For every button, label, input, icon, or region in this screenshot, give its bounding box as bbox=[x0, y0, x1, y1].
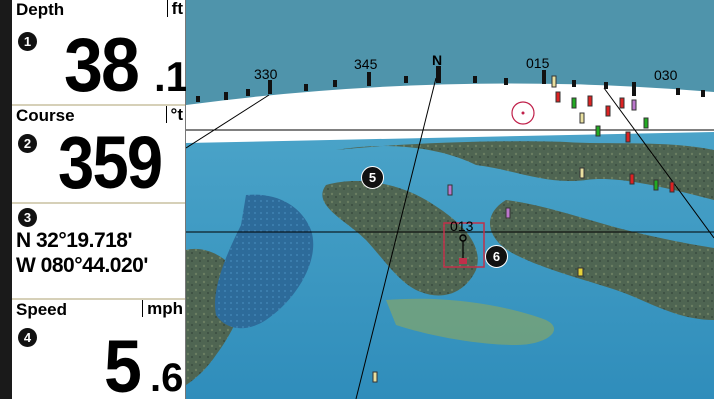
heading-line bbox=[186, 94, 270, 149]
speed-value: 5 bbox=[104, 325, 142, 408]
depth-box: Depth ft 1 38 .1 bbox=[12, 0, 189, 108]
longitude-value: W 080°44.020' bbox=[16, 254, 148, 277]
3d-chart-view[interactable]: 330 345 N 015 030 bbox=[186, 0, 714, 399]
course-unit: °t bbox=[165, 106, 183, 123]
callout-6-icon: 6 bbox=[485, 245, 508, 268]
heading-tick-345: 345 bbox=[354, 56, 378, 72]
navaid-markers bbox=[372, 75, 675, 383]
callout-4-icon: 4 bbox=[18, 328, 37, 347]
land-island-center bbox=[322, 180, 478, 296]
divider bbox=[12, 202, 185, 204]
cursor-heading-label: 013 bbox=[450, 218, 474, 234]
heading-tick-030: 030 bbox=[654, 67, 678, 83]
shoal-bottom bbox=[386, 298, 555, 345]
waypoint-target-icon bbox=[511, 101, 535, 125]
speed-box: Speed mph 4 5 .6 bbox=[12, 300, 185, 404]
position-box: 3 N 32°19.718' W 080°44.020' bbox=[12, 204, 185, 298]
compass-tape bbox=[196, 66, 705, 102]
heading-line bbox=[355, 77, 437, 399]
heading-tick-330: 330 bbox=[254, 66, 278, 82]
depth-decimal: .1 bbox=[154, 53, 190, 100]
shoal-left bbox=[215, 194, 314, 329]
speed-label: Speed bbox=[16, 300, 68, 319]
chart-canvas: 330 345 N 015 030 bbox=[186, 0, 714, 399]
land-island-upper bbox=[336, 141, 714, 200]
heading-tick-n: N bbox=[432, 52, 442, 68]
speed-unit: mph bbox=[142, 300, 183, 317]
divider bbox=[12, 104, 185, 106]
callout-3-icon: 3 bbox=[18, 208, 37, 227]
horizon-band bbox=[186, 83, 714, 140]
speed-decimal: .6 bbox=[150, 356, 184, 400]
course-value: 359 bbox=[58, 121, 163, 204]
land-island-right bbox=[489, 200, 714, 320]
depth-unit: ft bbox=[166, 0, 183, 17]
course-box: Course °t 2 359 bbox=[12, 106, 185, 202]
depth-value: 38 bbox=[64, 23, 140, 108]
latitude-value: N 32°19.718' bbox=[16, 229, 132, 252]
callout-5-icon: 5 bbox=[361, 166, 384, 189]
callout-1-icon: 1 bbox=[18, 32, 37, 51]
heading-tick-015: 015 bbox=[526, 55, 550, 71]
callout-2-icon: 2 bbox=[18, 134, 37, 153]
data-panel: Depth ft 1 38 .1 Course °t 2 359 3 N 32°… bbox=[0, 0, 189, 404]
course-label: Course bbox=[16, 106, 75, 125]
depth-label: Depth bbox=[16, 0, 65, 19]
divider bbox=[12, 298, 185, 300]
heading-line bbox=[603, 87, 714, 239]
vessel-cursor-icon bbox=[443, 222, 485, 268]
